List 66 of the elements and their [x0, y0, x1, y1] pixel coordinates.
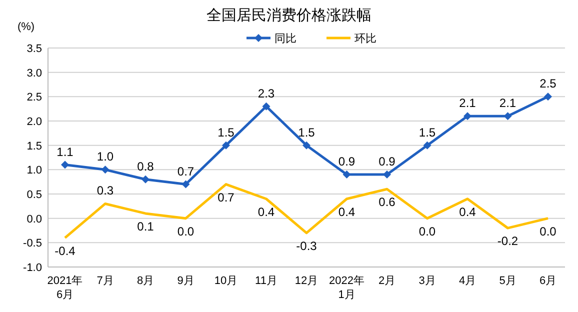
- data-label: 0.6: [378, 195, 396, 210]
- data-label: 0.9: [378, 154, 396, 169]
- y-tick-label: 2.5: [26, 92, 42, 104]
- data-label: 0.7: [218, 190, 235, 204]
- x-tick-label: 6月: [539, 275, 557, 287]
- x-tick-label: 3月: [418, 275, 436, 287]
- y-tick-label: 0.0: [26, 213, 42, 226]
- x-tick-label: 9月: [177, 275, 194, 287]
- x-tick-label: 7月: [96, 275, 114, 287]
- x-tick-label: 5月: [499, 275, 516, 287]
- data-label: 0.9: [338, 154, 356, 169]
- point: [383, 170, 391, 179]
- point: [262, 102, 270, 110]
- point: [504, 112, 512, 120]
- point: [423, 141, 432, 150]
- data-label: 0.3: [96, 184, 114, 198]
- data-label: 1.5: [298, 125, 316, 140]
- data-label: 1.5: [218, 125, 235, 140]
- data-label: 1.1: [56, 144, 74, 159]
- data-label: 2.3: [258, 86, 275, 100]
- x-tick-label: 10月: [214, 275, 238, 287]
- data-label: 0.7: [177, 164, 194, 178]
- x-tick-label: 2月: [378, 275, 396, 287]
- data-label: 0.4: [338, 204, 356, 219]
- data-label: 0.4: [258, 204, 275, 219]
- data-label: -0.4: [54, 244, 76, 258]
- data-label: 2.5: [540, 76, 557, 91]
- y-tick-label: 2.0: [26, 116, 42, 128]
- point: [142, 175, 150, 184]
- data-label: 0.0: [418, 224, 436, 238]
- y-tick-label: 1.0: [26, 164, 42, 177]
- data-label: 2.1: [459, 96, 476, 110]
- point: [182, 180, 190, 188]
- x-tick-label: 2022年 1月: [329, 275, 364, 301]
- x-tick-label: 12月: [294, 275, 318, 287]
- data-label: 1.0: [96, 150, 114, 164]
- point: [544, 92, 552, 101]
- x-tick-label: 2021年 6月: [47, 275, 83, 301]
- data-label: 0.0: [177, 224, 194, 238]
- point: [222, 141, 230, 150]
- y-axis-title: (%): [17, 21, 35, 33]
- y-tick-label: 0.5: [26, 189, 42, 201]
- data-label: 1.5: [418, 125, 436, 140]
- chart-title: 全国居民消费价格涨跌幅: [206, 7, 372, 24]
- y-tick-label: -0.5: [23, 238, 42, 250]
- point: [464, 112, 472, 120]
- data-label: -0.2: [497, 234, 518, 248]
- data-label: 0.0: [540, 224, 557, 238]
- data-label: 0.1: [137, 219, 154, 234]
- x-tick-label: 4月: [458, 275, 476, 287]
- point: [302, 141, 310, 150]
- y-tick-label: -1.0: [23, 262, 42, 274]
- data-label: 2.1: [499, 96, 516, 110]
- point: [61, 160, 69, 169]
- y-tick-label: 3.5: [26, 43, 42, 55]
- legend-label: 环比: [354, 32, 376, 45]
- data-label: 0.4: [459, 204, 476, 219]
- data-label: 0.8: [137, 159, 154, 174]
- point: [342, 170, 351, 179]
- x-tick-label: 8月: [136, 275, 154, 287]
- legend-label: 同比: [274, 32, 296, 45]
- y-tick-label: 3.0: [26, 67, 42, 80]
- point: [101, 166, 110, 174]
- y-tick-label: 1.5: [26, 140, 42, 152]
- x-tick-label: 11月: [255, 275, 278, 287]
- data-label: -0.3: [296, 238, 318, 253]
